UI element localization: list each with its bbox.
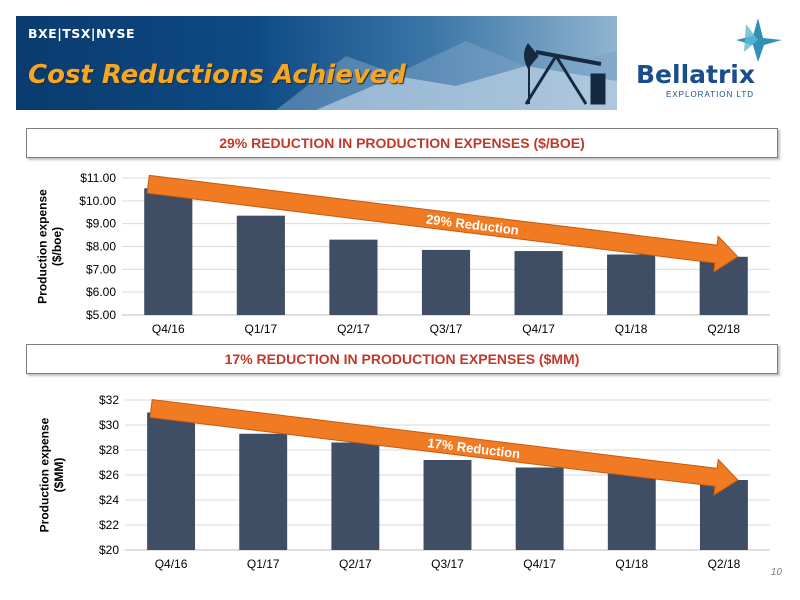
y-tick-label: $24 [99,493,119,507]
header-banner: BXE|TSX|NYSE Cost Reductions Achieved [16,16,617,110]
bar [421,249,471,315]
x-tick-label: Q4/16 [152,322,185,336]
y-axis-label: Production expense($/boe) [35,189,63,304]
y-tick-label: $20 [99,543,119,557]
bar [514,251,563,315]
bar [147,412,196,550]
x-tick-label: Q3/17 [431,557,464,571]
y-tick-label: $9.00 [86,217,116,231]
page-number: 10 [770,567,782,578]
chart-2-title: 17% REDUCTION IN PRODUCTION EXPENSES ($M… [26,344,778,374]
bar [699,256,748,315]
y-tick-label: $22 [99,518,119,532]
star-logo-icon [736,18,782,62]
x-tick-label: Q2/18 [707,322,740,336]
x-tick-label: Q3/17 [430,322,463,336]
y-axis-label: Production expense($MM) [37,417,65,532]
bar [329,239,378,315]
x-tick-label: Q2/18 [708,557,741,571]
x-tick-label: Q1/17 [247,557,280,571]
mountain-backdrop [276,41,617,110]
bar [236,215,285,315]
y-axis-label-line: ($MM) [52,458,66,493]
bar [144,188,193,315]
y-tick-label: $30 [99,418,119,432]
chart-1-title: 29% REDUCTION IN PRODUCTION EXPENSES ($/… [26,128,778,158]
chart-boe: $5.00 $6.00 $7.00 $8.00 $9.00 $10.00 $11.00 Pro… [35,171,770,336]
y-tick-label: $5.00 [86,308,116,322]
ticker-symbols: BXE|TSX|NYSE [28,26,136,41]
y-axis-label-line: Production expense [35,189,49,304]
y-axis-label-line: Production expense [37,417,51,532]
bar [239,433,288,550]
company-logo: Bellatrix EXPLORATION LTD [636,14,786,114]
bar [331,442,380,550]
y-tick-label: $6.00 [86,285,116,299]
y-tick-label: $11.00 [80,171,116,185]
bar [607,254,656,315]
bar [607,473,656,550]
y-tick-label: $28 [99,443,119,457]
y-tick-label: $26 [99,468,119,482]
x-tick-label: Q4/17 [522,322,555,336]
x-tick-label: Q2/17 [337,322,370,336]
y-tick-label: $8.00 [86,240,116,254]
bar [515,467,564,550]
page-title: Cost Reductions Achieved [28,60,407,90]
x-tick-label: Q1/18 [615,322,648,336]
bar [423,460,472,550]
y-tick-label: $10.00 [79,194,116,208]
logo-subtitle: EXPLORATION LTD [666,90,755,99]
x-tick-label: Q1/18 [615,557,648,571]
x-tick-label: Q4/16 [155,557,188,571]
arrow-shape [146,174,739,273]
x-tick-label: Q2/17 [339,557,372,571]
x-tick-label: Q1/17 [245,322,278,336]
x-tick-label: Q4/17 [523,557,556,571]
chart-mm: $20 $22 $24 $26 $28 $30 $32 Production expense(… [37,393,770,571]
bar [699,480,748,550]
arrow-shape [149,399,739,497]
y-tick-label: $32 [99,393,119,407]
y-tick-label: $7.00 [86,262,116,276]
y-axis-label-line: ($/boe) [50,227,64,266]
logo-name: Bellatrix [636,60,755,89]
pumpjack-icon [524,43,606,105]
